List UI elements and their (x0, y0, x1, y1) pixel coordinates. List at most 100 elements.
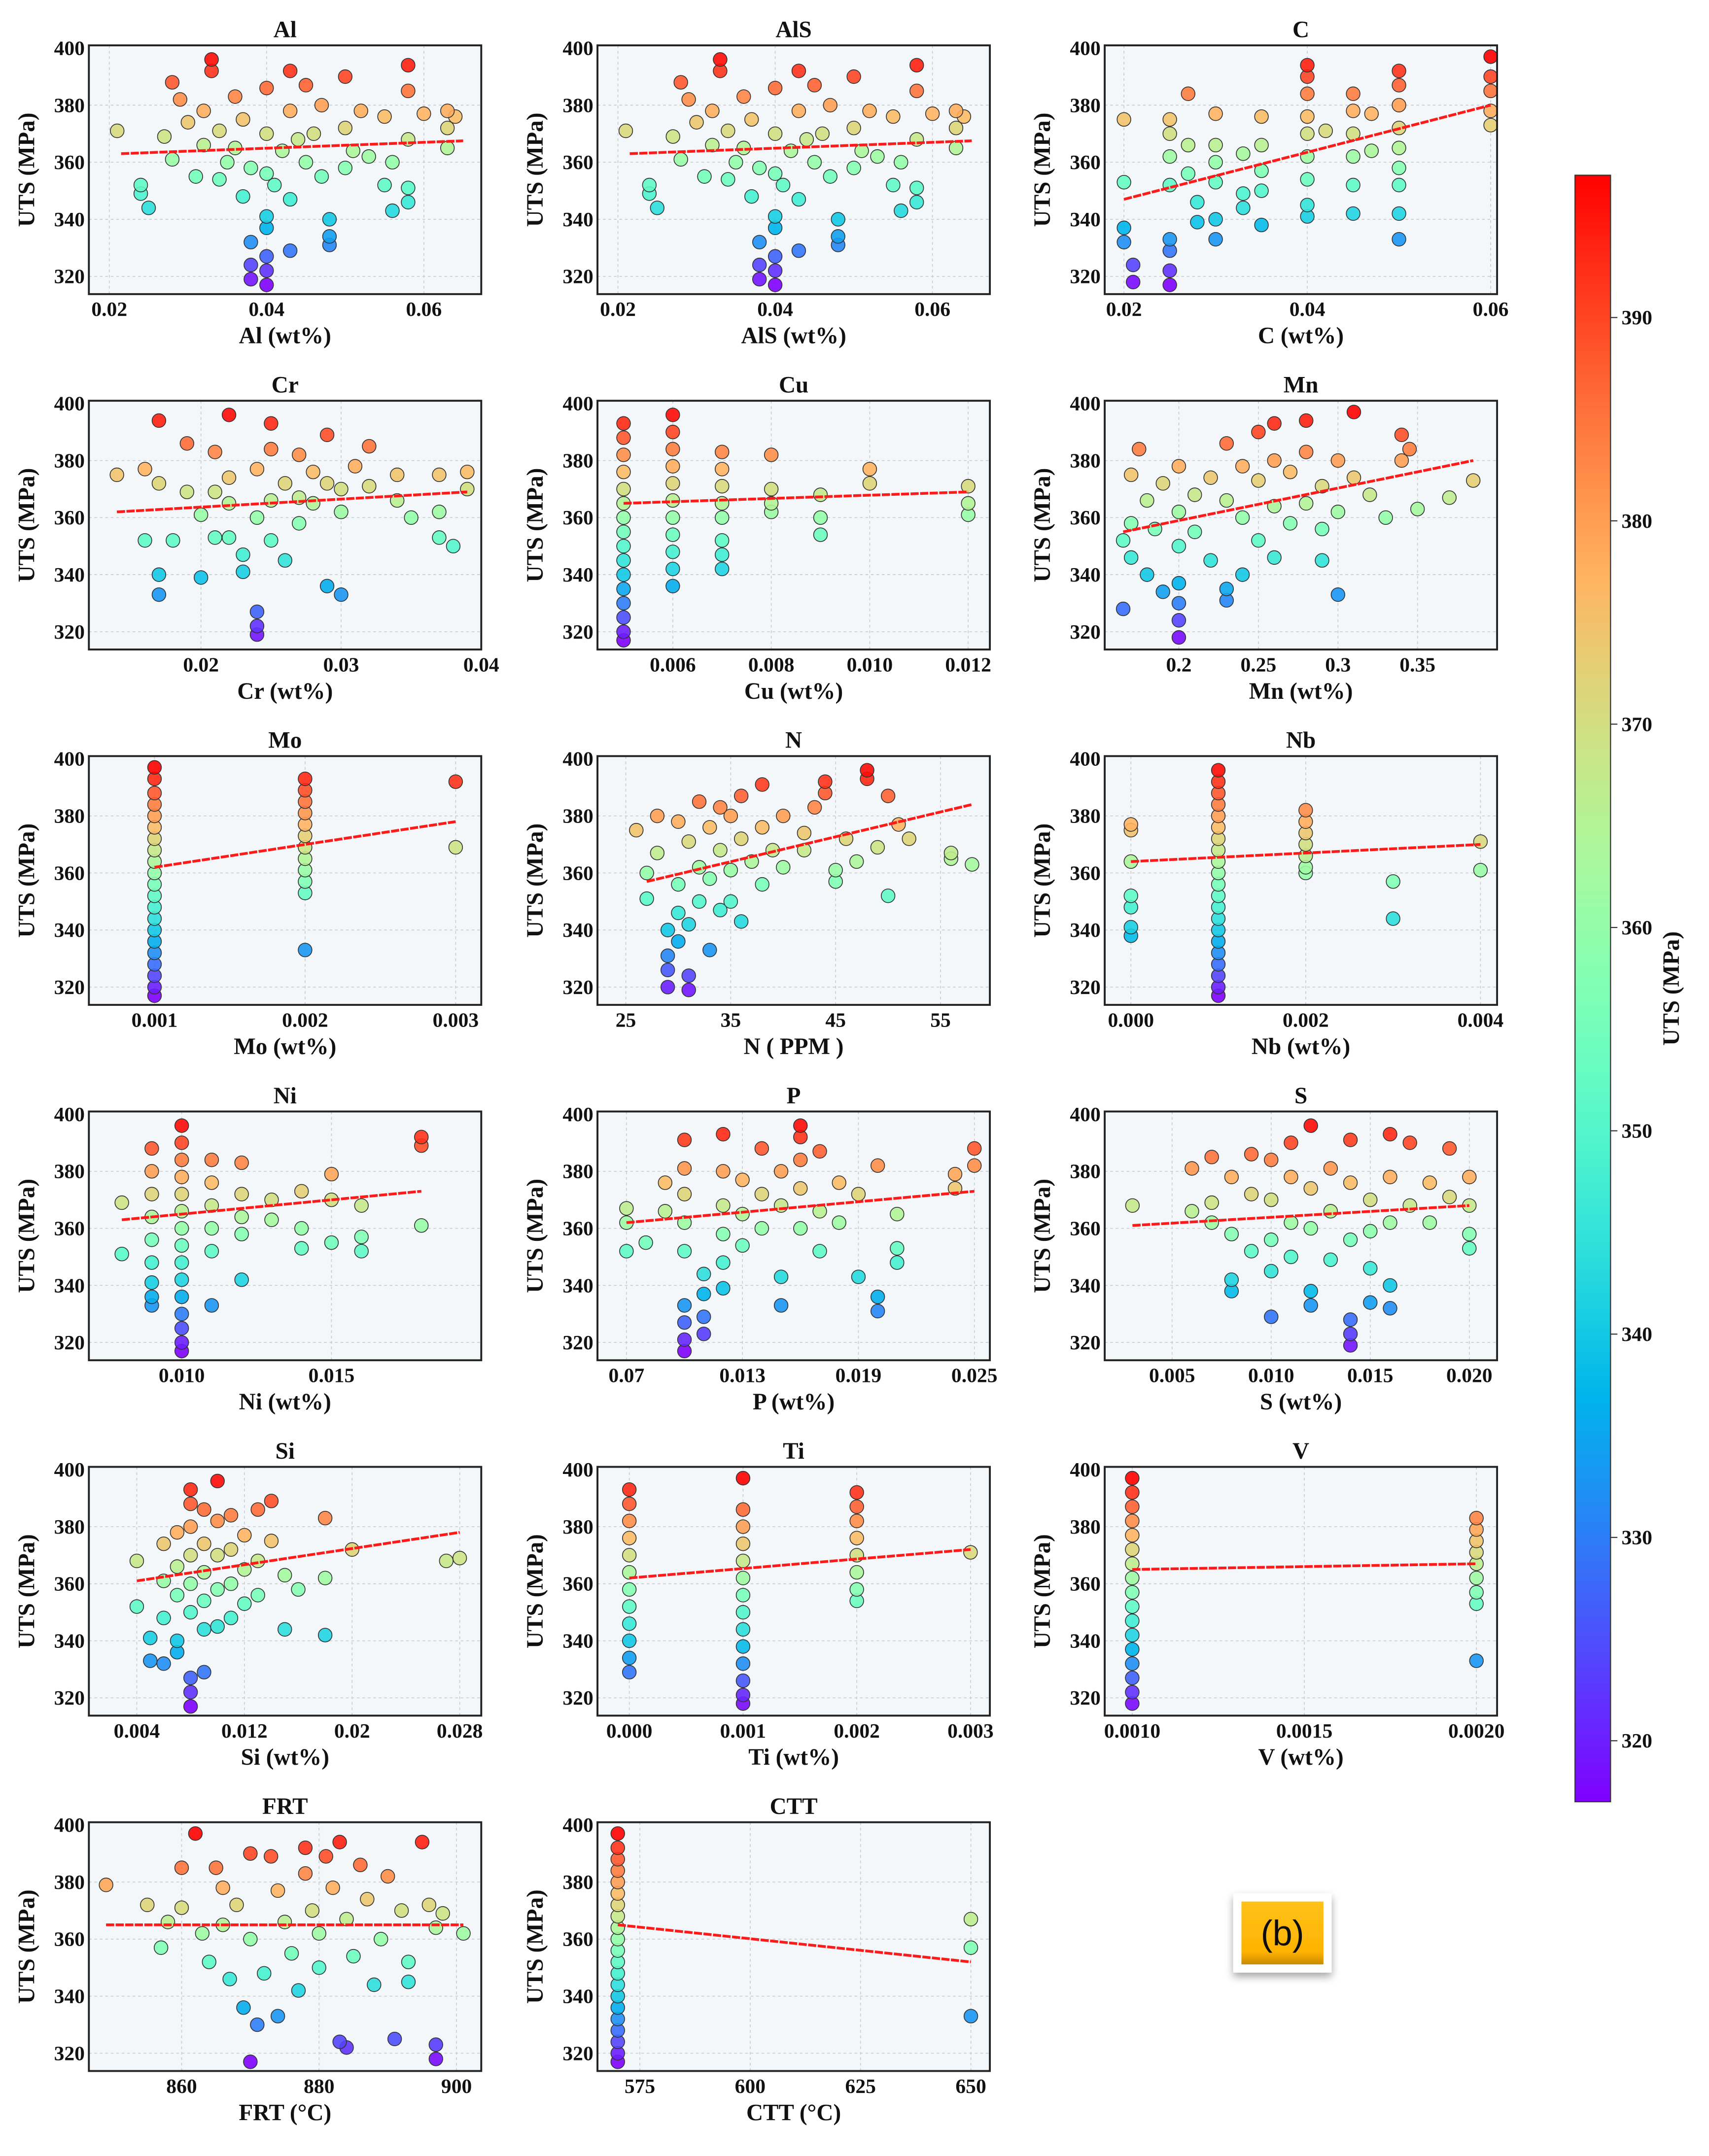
data-point (1343, 1132, 1358, 1147)
x-tick-label: 0.005 (1149, 1364, 1195, 1387)
x-tick-label: 35 (721, 1008, 741, 1031)
subplot-si: 0.004 0.012 0.02 0.028 320 340 360 380 400 Si Si (… (14, 1438, 483, 1770)
data-point (264, 493, 279, 508)
colorbar-ticks: 320 330 340 350 360 370 380 390 (1610, 306, 1652, 1752)
data-point (334, 481, 349, 497)
data-point (823, 169, 837, 184)
trend-line (626, 1190, 975, 1224)
data-point (849, 1485, 864, 1500)
data-point (1362, 487, 1377, 502)
data-point (886, 109, 901, 124)
data-point (677, 1132, 692, 1147)
data-point (754, 1221, 769, 1236)
data-point (1235, 459, 1250, 474)
data-point (133, 177, 148, 193)
data-point (144, 1141, 159, 1156)
data-point (129, 1599, 144, 1614)
x-tick-label: 45 (825, 1008, 846, 1031)
data-point (665, 476, 680, 491)
data-point (414, 1218, 429, 1233)
data-point (1442, 1190, 1457, 1204)
data-point (151, 476, 167, 491)
data-point (665, 459, 680, 474)
x-tick-label: 0.04 (248, 298, 284, 320)
data-point (1185, 1161, 1199, 1176)
trend-line (121, 1190, 422, 1221)
data-point (1224, 1169, 1239, 1185)
data-point (1125, 1613, 1140, 1628)
data-point (1236, 201, 1251, 215)
data-point (752, 161, 767, 175)
data-point (1299, 445, 1314, 459)
x-axis-label: P (wt%) (753, 1389, 835, 1415)
data-point (677, 1244, 692, 1259)
data-point (677, 1315, 692, 1330)
data-point (222, 1972, 237, 1986)
data-point (250, 1588, 265, 1603)
y-tick-label: 320 (562, 1686, 593, 1709)
data-point (179, 436, 194, 451)
data-point (735, 1656, 751, 1671)
data-point (183, 1576, 198, 1591)
data-point (1386, 874, 1400, 889)
data-point (234, 1227, 249, 1241)
data-point (880, 889, 896, 903)
data-point (735, 1502, 751, 1517)
y-tick-label: 380 (562, 1160, 593, 1183)
data-point (1386, 911, 1400, 926)
data-point (1125, 1599, 1140, 1614)
data-point (174, 1187, 189, 1201)
data-point (818, 774, 833, 789)
x-tick-label: 0.010 (159, 1364, 205, 1387)
data-point (1300, 58, 1315, 73)
data-point (1187, 524, 1202, 539)
data-point (234, 1187, 249, 1201)
data-point (317, 1510, 333, 1526)
data-point (1208, 232, 1223, 247)
x-tick-label: 0.013 (719, 1364, 766, 1387)
x-tick-label: 0.0010 (1104, 1719, 1160, 1742)
y-tick-label: 320 (54, 1686, 85, 1709)
data-point (1383, 1127, 1397, 1142)
plot-frame (88, 1821, 483, 2072)
data-point (1473, 834, 1488, 849)
data-point (197, 1665, 211, 1679)
plot-frame (596, 1466, 991, 1717)
data-point (381, 1869, 395, 1884)
data-point (735, 1206, 750, 1222)
colorbar: 320 330 340 350 360 370 380 390 UTS (MPa) (1574, 174, 1684, 1803)
x-tick-label: 0.04 (757, 298, 793, 320)
data-point (244, 161, 258, 175)
data-point (141, 201, 156, 215)
y-tick-label: 360 (54, 861, 85, 884)
data-point (773, 1298, 789, 1313)
data-point (715, 479, 730, 494)
data-point (1346, 103, 1360, 118)
data-point (174, 1204, 189, 1219)
data-point (1303, 1181, 1318, 1196)
data-point (1363, 1224, 1378, 1239)
data-point (1264, 1152, 1279, 1167)
x-axis-label: Mn (wt%) (1249, 679, 1353, 704)
y-tick-label: 320 (1070, 1686, 1100, 1709)
y-tick-label: 320 (54, 2042, 85, 2064)
data-point (775, 177, 791, 193)
data-point (1392, 64, 1406, 78)
data-point (1469, 1571, 1484, 1585)
data-point (1483, 118, 1498, 133)
data-point (1125, 1542, 1140, 1557)
data-point (735, 1622, 751, 1637)
data-point (665, 129, 680, 144)
y-tick-label: 380 (1070, 805, 1100, 827)
plot-frame (1104, 44, 1499, 295)
y-tick-label: 340 (1070, 1274, 1100, 1297)
data-point (249, 510, 265, 525)
data-point (456, 1926, 471, 1941)
colorbar-tick-label: 350 (1621, 1119, 1652, 1142)
y-tick-label: 320 (562, 1331, 593, 1354)
data-point (259, 166, 274, 181)
data-point (616, 464, 631, 479)
x-tick-label: 0.000 (606, 1719, 653, 1742)
data-point (1116, 601, 1131, 616)
colorbar-tick-label: 340 (1621, 1323, 1652, 1345)
